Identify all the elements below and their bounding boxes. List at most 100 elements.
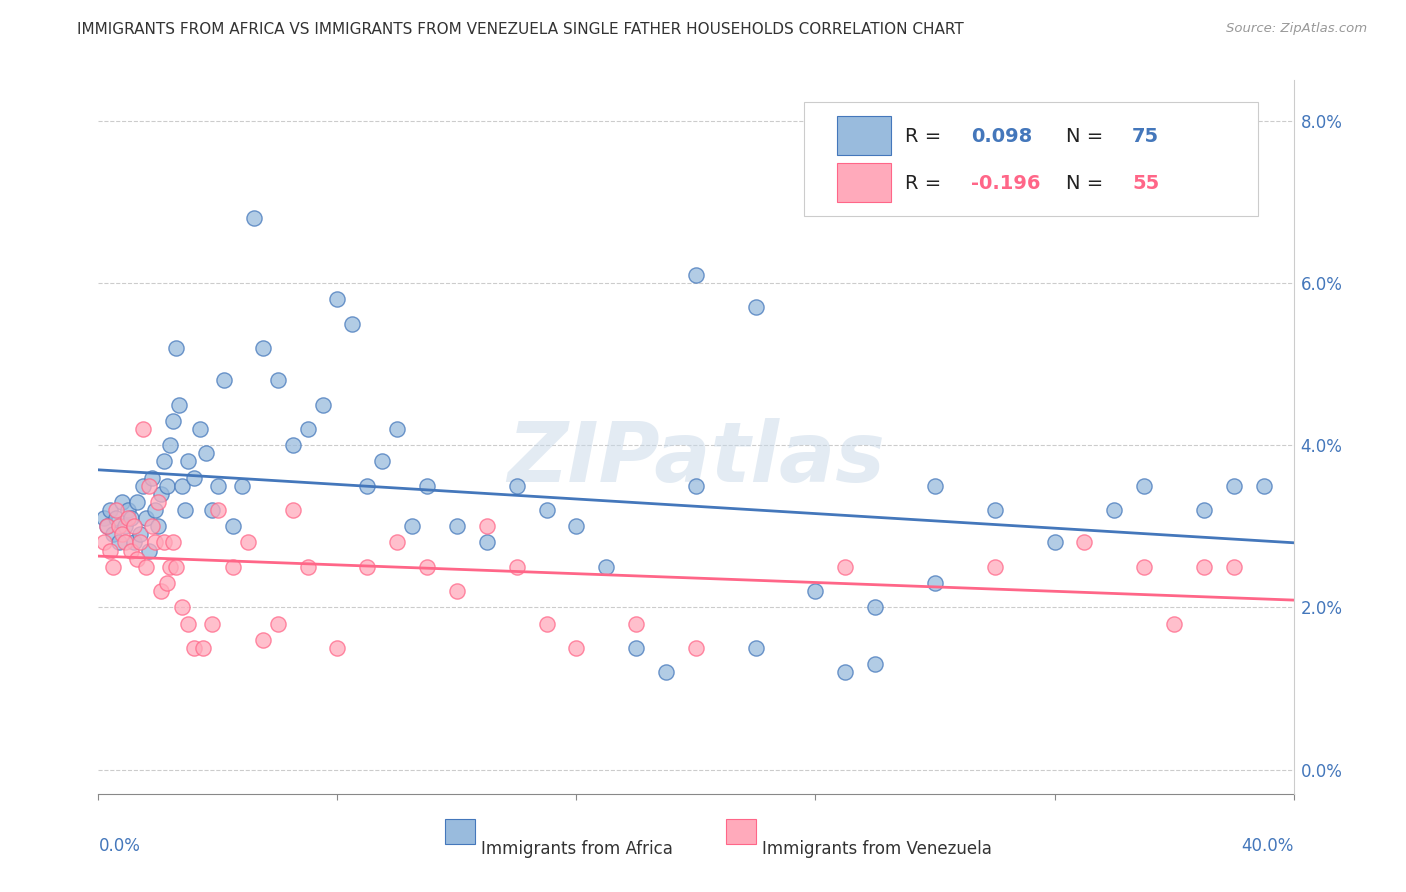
Text: -0.196: -0.196: [972, 174, 1040, 193]
Point: [1163, 616, 1185, 631]
Point: [865, 657, 887, 672]
Point: [745, 640, 768, 655]
Point: [212, 373, 235, 387]
Point: [96, 519, 118, 533]
Point: [267, 373, 290, 387]
Point: [162, 414, 184, 428]
Point: [120, 511, 142, 525]
Point: [105, 511, 128, 525]
Point: [103, 527, 125, 541]
Point: [183, 470, 205, 484]
Point: [281, 438, 304, 452]
Point: [536, 616, 558, 631]
Point: [536, 503, 558, 517]
Point: [141, 519, 163, 533]
Point: [127, 495, 149, 509]
Point: [1253, 479, 1275, 493]
Point: [416, 559, 439, 574]
Point: [138, 479, 160, 493]
Point: [103, 559, 125, 574]
Text: Immigrants from Africa: Immigrants from Africa: [481, 840, 672, 858]
Point: [93, 511, 115, 525]
Point: [177, 616, 200, 631]
Text: 0.098: 0.098: [972, 127, 1032, 145]
Point: [98, 503, 122, 517]
Point: [401, 519, 423, 533]
Point: [148, 495, 170, 509]
Point: [356, 479, 378, 493]
Text: ZIPatlas: ZIPatlas: [508, 418, 884, 499]
Point: [207, 503, 229, 517]
Point: [117, 503, 139, 517]
Point: [1192, 559, 1215, 574]
Point: [804, 584, 827, 599]
Point: [297, 422, 319, 436]
Point: [201, 503, 224, 517]
Point: [475, 535, 498, 549]
Text: R =: R =: [905, 174, 948, 193]
Point: [143, 503, 166, 517]
Point: [108, 519, 131, 533]
Point: [172, 600, 194, 615]
Point: [1073, 535, 1095, 549]
Text: 0.0%: 0.0%: [98, 837, 141, 855]
Point: [311, 398, 333, 412]
Point: [834, 559, 856, 574]
Text: 40.0%: 40.0%: [1241, 837, 1294, 855]
Text: 55: 55: [1132, 174, 1160, 193]
Point: [655, 665, 678, 680]
Point: [150, 487, 173, 501]
Point: [565, 640, 588, 655]
Point: [135, 511, 157, 525]
Point: [685, 268, 707, 282]
Point: [165, 559, 187, 574]
Bar: [725, 819, 756, 844]
Point: [167, 398, 190, 412]
Point: [416, 479, 439, 493]
Point: [124, 519, 146, 533]
Bar: [446, 819, 475, 844]
Point: [595, 559, 617, 574]
Point: [297, 559, 319, 574]
Point: [446, 584, 468, 599]
Point: [356, 559, 378, 574]
Point: [475, 519, 498, 533]
Point: [165, 341, 187, 355]
Point: [924, 576, 946, 591]
Point: [446, 519, 468, 533]
Point: [129, 527, 152, 541]
Point: [159, 559, 181, 574]
Point: [626, 616, 648, 631]
Point: [1043, 535, 1066, 549]
Point: [141, 470, 163, 484]
Point: [135, 559, 157, 574]
Point: [117, 511, 139, 525]
Point: [159, 438, 181, 452]
Point: [153, 454, 176, 468]
Point: [685, 479, 707, 493]
Point: [984, 503, 1007, 517]
Text: Immigrants from Venezuela: Immigrants from Venezuela: [762, 840, 991, 858]
Point: [626, 640, 648, 655]
Point: [132, 479, 155, 493]
Point: [191, 640, 214, 655]
Point: [385, 535, 409, 549]
Point: [111, 527, 134, 541]
Point: [188, 422, 211, 436]
Point: [105, 503, 128, 517]
Point: [156, 576, 179, 591]
Point: [172, 479, 194, 493]
Point: [222, 559, 245, 574]
Point: [143, 535, 166, 549]
Point: [1223, 559, 1246, 574]
Point: [834, 665, 856, 680]
Point: [252, 341, 274, 355]
Point: [281, 503, 304, 517]
Point: [183, 640, 205, 655]
Point: [127, 551, 149, 566]
Point: [93, 535, 115, 549]
Point: [342, 317, 364, 331]
Point: [326, 292, 349, 306]
FancyBboxPatch shape: [804, 102, 1258, 216]
Point: [1104, 503, 1126, 517]
